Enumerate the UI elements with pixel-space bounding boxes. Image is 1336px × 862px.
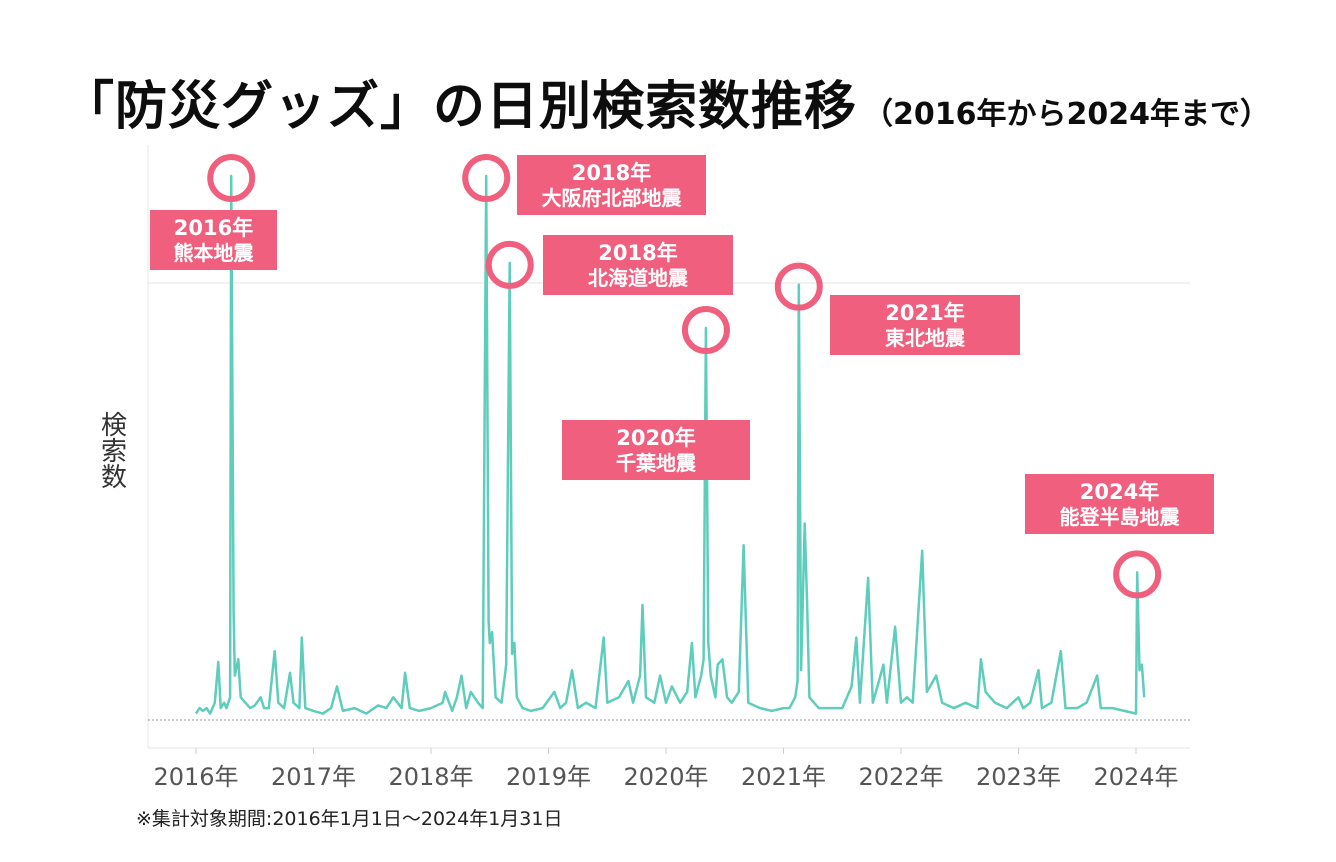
chart-title: 「防災グッズ」の日別検索数推移 （2016年から2024年まで）	[62, 64, 1302, 140]
annotation-box	[830, 295, 1020, 355]
annotation-year: 2024年	[1080, 480, 1159, 504]
annotation-box	[150, 210, 277, 270]
annotation-box	[517, 155, 706, 215]
annotation-label: 熊本地震	[174, 241, 255, 265]
peak-highlight-circle	[462, 154, 511, 202]
peak-highlight-circle	[485, 240, 534, 289]
annotation-box	[543, 235, 733, 295]
annotation-box	[562, 420, 750, 480]
title-subtitle: （2016年から2024年まで）	[863, 97, 1271, 132]
annotation-label: 東北地震	[885, 326, 966, 350]
annotation-year: 2016年	[174, 216, 253, 240]
title-main: 「防災グッズ」の日別検索数推移	[62, 77, 858, 137]
annotation-year: 2018年	[572, 161, 651, 185]
annotation-year: 2021年	[885, 301, 964, 325]
peak-highlight-circle	[681, 306, 730, 355]
annotation-label: 北海道地震	[588, 266, 689, 290]
x-tick-label: 2021年	[741, 763, 826, 791]
annotation-label: 大阪府北部地震	[542, 186, 683, 210]
annotation-label: 能登半島地震	[1060, 505, 1181, 529]
annotation-label: 千葉地震	[616, 451, 697, 475]
annotation-box	[1025, 474, 1214, 534]
x-tick-label: 2023年	[976, 763, 1061, 791]
annotation-year: 2020年	[616, 426, 695, 450]
data-line	[194, 174, 1146, 715]
peak-highlight-circle	[207, 154, 256, 202]
y-axis-label: 検索数	[96, 411, 127, 489]
x-tick-label: 2024年	[1093, 763, 1178, 791]
annotation-layer: 2016年熊本地震2018年大阪府北部地震2018年北海道地震2020年千葉地震…	[150, 154, 1214, 599]
peak-highlight-circle	[1113, 550, 1162, 599]
x-tick-label: 2022年	[858, 763, 943, 791]
annotation-year: 2018年	[598, 241, 677, 265]
x-tick-label: 2017年	[271, 763, 356, 791]
series-layer	[194, 174, 1146, 715]
x-tick-label: 2016年	[153, 763, 238, 791]
x-tick-label: 2020年	[623, 763, 708, 791]
x-tick-label: 2019年	[506, 763, 591, 791]
footnote: ※集計対象期間:2016年1月1日～2024年1月31日	[136, 808, 563, 830]
peak-highlight-circle	[774, 262, 823, 311]
x-tick-layer: 2016年 2017年 2018年 2019年 2020年 2021年 2022年 2023年…	[153, 748, 1179, 791]
x-tick-label: 2018年	[388, 763, 473, 791]
